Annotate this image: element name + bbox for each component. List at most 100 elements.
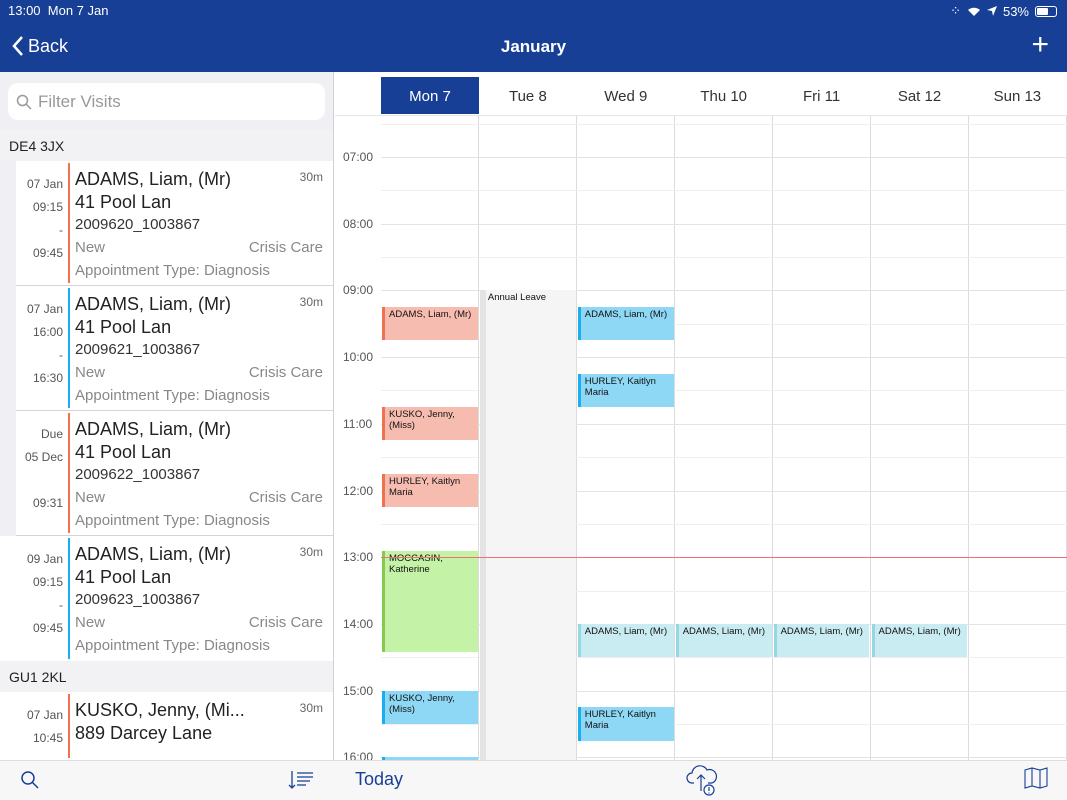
event-color-bar (479, 290, 486, 760)
week-calendar: Mon 7 Tue 8 Wed 9 Thu 10 Fri 11 Sat 12 Sun 13 … (335, 72, 1067, 760)
patient-name: ADAMS, Liam, (Mr) (75, 294, 232, 314)
visit-dash (0, 750, 63, 760)
visit-reference: 2009621_1003867 (75, 341, 201, 358)
visit-color-bar (68, 163, 70, 283)
visit-color-bar (68, 288, 70, 408)
calendar-event[interactable]: HURLEY, Kaitlyn Maria (382, 473, 478, 508)
hour-line (381, 757, 1067, 759)
visit-date: 07 Jan (26, 302, 63, 316)
visit-start: 10:45 (32, 731, 63, 745)
hour-line (381, 690, 1067, 692)
visit-duration: 30m (299, 170, 323, 184)
calendar-event[interactable]: ADAMS, Liam, (Mr) (577, 307, 674, 341)
add-icon[interactable]: + (1031, 28, 1049, 61)
visit-card[interactable]: 07 Jan 09:15 - 09:45 ADAMS, Liam, (Mr) 4… (16, 161, 333, 286)
hour-label: 16:00 (343, 750, 374, 760)
day-divider (772, 116, 774, 760)
visit-start: 16:00 (32, 325, 63, 339)
visit-status: New (75, 364, 106, 381)
hour-label: 13:00 (343, 550, 374, 565)
event-label: MOCCASIN, Katherine (389, 553, 443, 575)
event-label: KUSKO, Jenny, (Miss) (389, 409, 455, 432)
event-color-bar (577, 707, 581, 741)
cloud-upload-icon[interactable] (686, 763, 718, 797)
visit-type: Crisis Care (248, 614, 323, 631)
event-color-bar (382, 473, 385, 508)
visit-list: DE4 3JX 07 Jan 09:15 - 09:45 ADAMS, Liam… (0, 130, 333, 760)
half-hour-line (381, 323, 1067, 325)
event-color-bar (577, 307, 581, 341)
today-button[interactable]: Today (355, 769, 404, 789)
patient-address: 41 Pool Lan (75, 192, 172, 212)
hour-label: 08:00 (343, 216, 374, 231)
visit-card[interactable]: Due 05 Dec 09:31 ADAMS, Liam, (Mr) 41 Po… (16, 411, 333, 536)
calendar-event[interactable]: KUSKO, Jenny, (Miss) (382, 407, 478, 441)
event-label: ADAMS, Liam, (Mr) (584, 309, 668, 321)
visit-dash: - (59, 348, 63, 362)
day-header[interactable]: Mon 7 (381, 77, 479, 114)
event-color-bar (871, 623, 875, 658)
battery-percent: 53% (1002, 3, 1029, 19)
patient-address: 889 Darcey Lane (75, 723, 213, 743)
visit-duration: 30m (299, 701, 323, 715)
event-color-bar (675, 623, 679, 658)
calendar-event[interactable]: ADAMS, Liam, (Mr) (871, 623, 968, 658)
status-date: Mon 7 Jan (47, 3, 109, 18)
calendar-event[interactable]: ADAMS, Liam, (Mr) (382, 757, 478, 760)
visit-type: Crisis Care (248, 489, 323, 506)
day-divider (576, 116, 578, 760)
half-hour-line (381, 523, 1067, 525)
status-time: 13:00 Mon 7 Jan (8, 3, 108, 18)
visit-date: 07 Jan (26, 708, 63, 722)
visit-card[interactable]: 07 Jan 16:00 - 16:30 ADAMS, Liam, (Mr) 4… (16, 286, 333, 411)
day-header[interactable]: Sun 13 (993, 88, 1042, 105)
chevron-left-icon (12, 36, 23, 56)
half-hour-line (381, 723, 1067, 725)
patient-name: ADAMS, Liam, (Mr) (75, 419, 232, 439)
day-header[interactable]: Thu 10 (700, 88, 748, 105)
patient-name: ADAMS, Liam, (Mr) (75, 169, 232, 189)
day-divider (967, 116, 969, 760)
calendar-event[interactable]: MOCCASIN, Katherine (382, 550, 478, 652)
calendar-event[interactable]: ADAMS, Liam, (Mr) (382, 307, 478, 341)
day-divider (478, 116, 480, 760)
visit-dash: - (59, 598, 63, 612)
visit-card[interactable]: 09 Jan 09:15 - 09:45 ADAMS, Liam, (Mr) 4… (0, 536, 333, 661)
day-header[interactable]: Wed 9 (604, 88, 648, 105)
day-header[interactable]: Sat 12 (897, 88, 942, 105)
visit-end: 16:30 (32, 371, 63, 385)
half-hour-line (381, 390, 1067, 392)
postcode-header: DE4 3JX (0, 130, 333, 161)
sort-icon[interactable] (288, 770, 314, 790)
event-color-bar (382, 307, 385, 341)
event-label: Annual Leave (487, 292, 546, 304)
half-hour-line (381, 257, 1067, 259)
visit-times: 07 Jan 09:15 - 09:45 (16, 173, 63, 265)
search-icon[interactable] (20, 770, 40, 790)
search-icon (16, 94, 32, 110)
visit-card[interactable]: 07 Jan 10:45 KUSKO, Jenny, (Mi... 889 Da… (0, 692, 333, 760)
calendar-event[interactable]: ADAMS, Liam, (Mr) (577, 623, 674, 658)
day-header[interactable]: Fri 11 (802, 88, 841, 105)
hour-line (381, 357, 1067, 359)
annual-leave-block[interactable]: Annual Leave (479, 290, 576, 760)
calendar-event[interactable]: HURLEY, Kaitlyn Maria (577, 373, 674, 408)
filter-visits-input[interactable]: Filter Visits (8, 83, 325, 120)
visit-reference: 2009623_1003867 (75, 591, 201, 608)
calendar-event[interactable]: ADAMS, Liam, (Mr) (675, 623, 772, 658)
page-title: January (500, 37, 567, 56)
back-button[interactable]: Back (12, 35, 68, 57)
calendar-event[interactable]: HURLEY, Kaitlyn Maria (577, 707, 674, 741)
event-label: KUSKO, Jenny, (Miss) (389, 692, 455, 715)
calendar-event[interactable]: ADAMS, Liam, (Mr) (773, 623, 870, 658)
top-bar: 13:00 Mon 7 Jan ⁘ 53% Back January + (0, 0, 1067, 72)
event-color-bar (382, 757, 385, 760)
event-color-bar (577, 623, 581, 658)
appointment-type: Appointment Type: Diagnosis (75, 262, 270, 279)
map-icon[interactable] (1024, 767, 1048, 789)
patient-address: 41 Pool Lan (75, 567, 172, 587)
calendar-event[interactable]: KUSKO, Jenny, (Miss) (382, 690, 478, 724)
event-color-bar (382, 407, 385, 441)
day-header[interactable]: Tue 8 (508, 88, 547, 105)
hour-line (381, 290, 1067, 292)
